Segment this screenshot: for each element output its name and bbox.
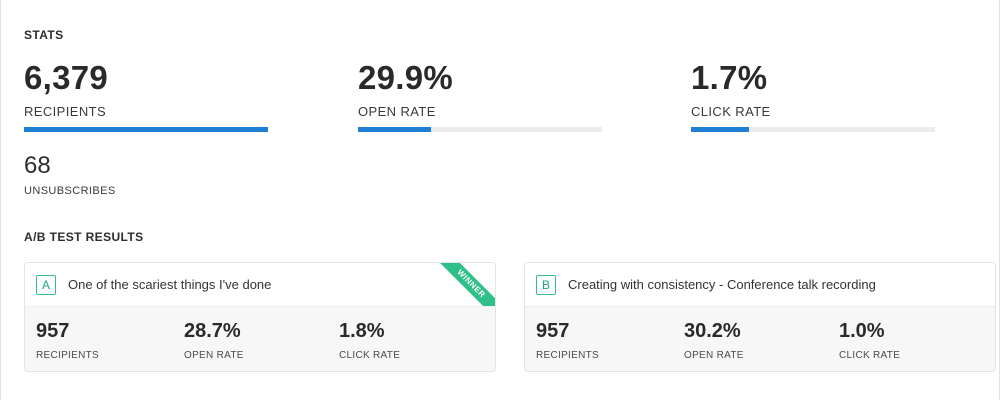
variant-a-open-rate-label: OPEN RATE <box>184 350 244 361</box>
click-rate-label: CLICK RATE <box>691 104 771 119</box>
variant-a-subject: One of the scariest things I've done <box>68 277 272 292</box>
stat-click-rate: 1.7% CLICK RATE <box>691 58 935 132</box>
variant-a-stats: 957 RECIPIENTS 28.7% OPEN RATE 1.8% CLIC… <box>25 306 495 371</box>
variant-a-recipients-value: 957 <box>36 320 70 342</box>
click-rate-value: 1.7% <box>691 59 768 96</box>
ab-test-heading: A/B TEST RESULTS <box>24 230 144 244</box>
unsubscribes-label: UNSUBSCRIBES <box>24 185 116 197</box>
variant-a-click-rate-label: CLICK RATE <box>339 350 401 361</box>
variant-a-click-rate: 1.8% CLICK RATE <box>339 319 400 361</box>
open-rate-value: 29.9% <box>358 59 454 96</box>
variant-b-recipients-value: 957 <box>536 320 570 342</box>
stat-unsubscribes: 68 UNSUBSCRIBES <box>24 152 116 197</box>
variant-a-badge: A <box>36 275 56 295</box>
stat-recipients: 6,379 RECIPIENTS <box>24 58 268 132</box>
variant-b-open-rate-value: 30.2% <box>684 320 741 342</box>
variant-b-recipients: 957 RECIPIENTS <box>536 319 599 361</box>
open-rate-progress-fill <box>358 127 431 132</box>
stats-heading: STATS <box>24 28 64 42</box>
variant-a-recipients-label: RECIPIENTS <box>36 350 100 361</box>
variant-b-card[interactable]: B Creating with consistency - Conference… <box>524 262 996 372</box>
variant-b-click-rate-value: 1.0% <box>839 320 885 342</box>
variant-a-open-rate-value: 28.7% <box>184 320 241 342</box>
variant-b-badge: B <box>536 275 556 295</box>
variant-b-click-rate-label: CLICK RATE <box>839 350 901 361</box>
recipients-value: 6,379 <box>24 59 109 96</box>
recipients-progress-track <box>24 127 268 132</box>
variant-a-card[interactable]: A One of the scariest things I've done W… <box>24 262 496 372</box>
variant-b-click-rate: 1.0% CLICK RATE <box>839 319 900 361</box>
variant-b-open-rate-label: OPEN RATE <box>684 350 744 361</box>
click-rate-progress-fill <box>691 127 749 132</box>
variant-b-recipients-label: RECIPIENTS <box>536 350 600 361</box>
open-rate-label: OPEN RATE <box>358 104 436 119</box>
variant-b-subject: Creating with consistency - Conference t… <box>568 277 876 292</box>
variant-b-header: B Creating with consistency - Conference… <box>525 263 995 306</box>
open-rate-progress-track <box>358 127 602 132</box>
variant-a-header: A One of the scariest things I've done W… <box>25 263 495 322</box>
variant-a-open-rate: 28.7% OPEN RATE <box>184 319 244 361</box>
recipients-progress-fill <box>24 127 268 132</box>
variant-b-stats: 957 RECIPIENTS 30.2% OPEN RATE 1.0% CLIC… <box>525 306 995 371</box>
variant-b-open-rate: 30.2% OPEN RATE <box>684 319 744 361</box>
variant-a-click-rate-value: 1.8% <box>339 320 385 342</box>
click-rate-progress-track <box>691 127 935 132</box>
unsubscribes-value: 68 <box>24 152 51 179</box>
variant-a-recipients: 957 RECIPIENTS <box>36 319 99 361</box>
recipients-label: RECIPIENTS <box>24 104 107 119</box>
stat-open-rate: 29.9% OPEN RATE <box>358 58 602 132</box>
